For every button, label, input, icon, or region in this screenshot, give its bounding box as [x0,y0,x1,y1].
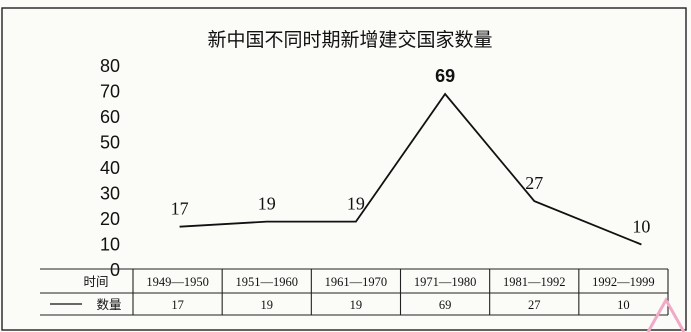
data-labels-group: 17 19 19 69 27 10 [171,66,651,236]
table-value-cell: 69 [439,298,452,312]
table-row-label: 数量 [96,297,121,312]
data-label: 69 [435,66,455,86]
x-category-label: 1961—1970 [325,275,388,289]
table-header-label: 时间 [83,274,108,289]
y-tick-label: 20 [100,209,120,229]
data-label: 19 [258,194,276,214]
data-label: 19 [347,194,365,214]
y-tick-label: 30 [100,184,120,204]
chart-title: 新中国不同时期新增建交国家数量 [207,29,492,51]
y-tick-label: 60 [100,107,120,127]
y-tick-label: 0 [110,260,120,280]
data-label: 10 [632,217,650,237]
table-value-cell: 19 [261,298,274,312]
corner-watermark-mark [646,296,686,332]
x-category-label: 1951—1960 [236,275,299,289]
x-category-label: 1992—1999 [592,275,655,289]
table-value-cell: 17 [171,298,184,312]
y-axis-tick-labels: 0 10 20 30 40 50 60 70 80 [100,56,120,280]
x-category-label: 1949—1950 [146,275,209,289]
x-category-label: 1971—1980 [414,275,477,289]
x-category-label: 1981—1992 [503,275,566,289]
y-tick-label: 10 [100,235,120,255]
y-tick-label: 80 [100,56,120,76]
table-value-cell: 19 [350,298,363,312]
data-label: 27 [525,173,543,193]
table-value-cell: 27 [528,298,541,312]
series-line-group [179,92,642,246]
y-tick-label: 50 [100,133,120,153]
series-line-数量 [179,92,642,246]
chart-frame [1,7,687,331]
table-value-cell: 10 [617,298,630,312]
data-label: 17 [171,199,189,219]
y-tick-label: 40 [100,158,120,178]
y-tick-label: 70 [100,82,120,102]
